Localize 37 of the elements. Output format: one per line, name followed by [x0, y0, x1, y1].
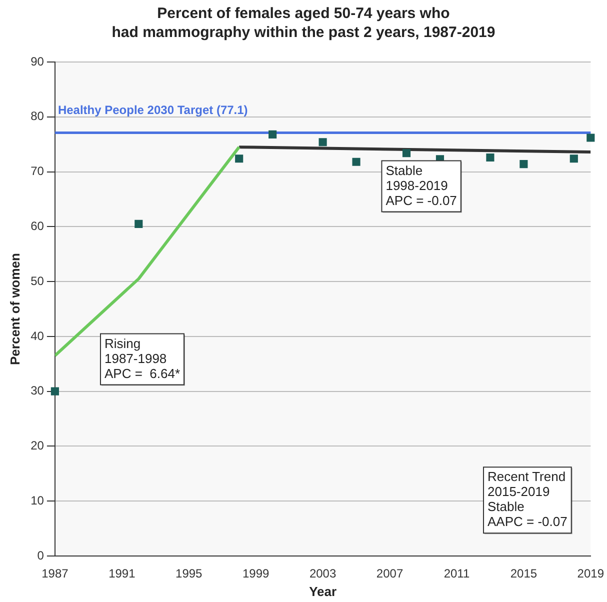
- y-tick-label: 70: [30, 164, 44, 178]
- point: [134, 220, 143, 228]
- x-tick-label: 2015: [510, 566, 538, 581]
- y-tick-label: 0: [37, 548, 44, 562]
- x-axis-title: Year: [309, 584, 337, 599]
- point: [268, 130, 277, 138]
- ref-line-label: Healthy People 2030 Target (77.1): [58, 103, 248, 118]
- y-tick-label: 10: [30, 493, 44, 508]
- x-tick-label: 2007: [376, 566, 404, 581]
- x-tick-label: 1999: [242, 566, 270, 581]
- annotation: Rising 1987-1998 APC = 6.64*: [104, 336, 180, 381]
- y-tick-label: 20: [30, 438, 44, 453]
- chart-title: Percent of females aged 50-74 years who had mammography within the past 2 years, 1987-2019: [110, 4, 496, 42]
- x-tick-label: 2003: [309, 566, 336, 581]
- y-tick-label: 50: [30, 274, 44, 288]
- point: [352, 158, 360, 166]
- point: [50, 387, 59, 396]
- y-axis-title: Percent of women: [7, 252, 22, 365]
- x-tick-label: 2011: [444, 566, 470, 581]
- y-tick-label: 60: [30, 218, 44, 233]
- x-tick-label: 1991: [108, 566, 136, 581]
- point: [570, 154, 578, 163]
- y-tick-label: 30: [30, 384, 44, 398]
- point: [318, 138, 327, 146]
- y-tick-label: 40: [30, 328, 44, 343]
- x-tick-label: 1987: [42, 566, 69, 581]
- point: [486, 153, 494, 162]
- point: [402, 149, 411, 158]
- y-tick-label: 90: [30, 54, 44, 68]
- x-tick-label: 1995: [176, 566, 203, 581]
- x-tick-label: 2019: [577, 566, 604, 581]
- annotation: Stable 1998-2019 APC = -0.07: [386, 162, 457, 208]
- point: [235, 154, 244, 163]
- point: [520, 160, 528, 168]
- annotation: Recent Trend 2015-2019 Stable AAPC = -0.07: [488, 469, 568, 530]
- y-tick-label: 80: [30, 109, 44, 124]
- point: [586, 134, 595, 142]
